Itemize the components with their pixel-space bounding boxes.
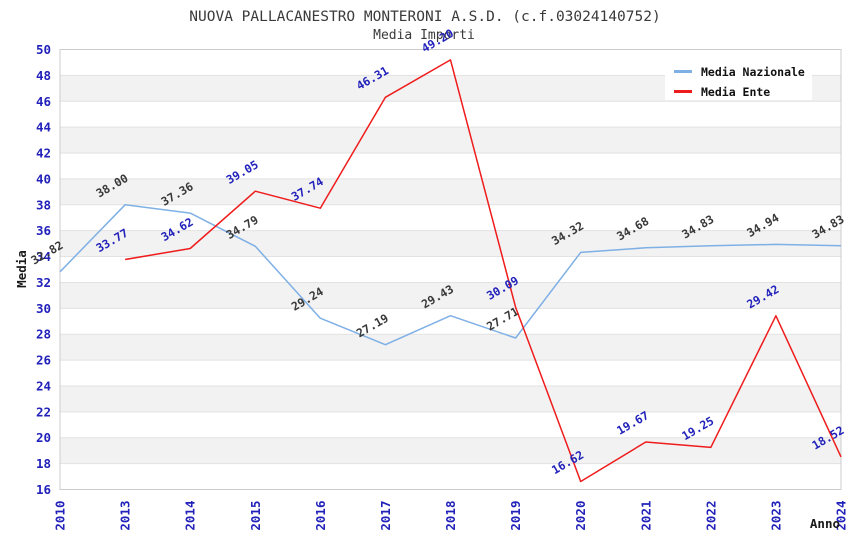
x-tick-label: 2019 [508,501,523,531]
x-tick-label: 2020 [573,501,588,531]
background-band [60,334,841,361]
x-tick-label: 2016 [313,501,328,531]
x-tick-label: 2010 [53,501,68,531]
y-tick-label: 50 [36,42,51,57]
y-tick-label: 30 [36,301,51,316]
x-tick-label: 2023 [768,501,783,531]
background-band [60,282,841,309]
background-band [60,127,841,154]
y-tick-label: 20 [36,430,51,445]
background-band [60,230,841,257]
y-tick-label: 32 [36,275,51,290]
y-tick-label: 48 [36,68,51,83]
y-tick-label: 36 [36,223,51,238]
x-tick-label: 2013 [118,501,133,531]
point-label-media-ente: 19.67 [614,408,651,437]
background-band [60,385,841,412]
plot-border [59,49,842,490]
x-tick-label: 2015 [248,501,263,531]
y-axis-title: Media [14,250,29,288]
legend-label-media-ente: Media Ente [701,85,770,99]
y-tick-label: 40 [36,171,51,186]
series-line-media-nazionale [59,204,842,346]
background-band [60,178,841,205]
y-tick-label: 16 [36,482,51,497]
y-tick-label: 18 [36,456,51,471]
x-tick-label: 2017 [378,501,393,531]
x-tick-label: 2014 [183,501,198,531]
y-tick-label: 38 [36,197,51,212]
y-tick-label: 24 [36,378,51,393]
y-tick-label: 46 [36,94,51,109]
y-tick-label: 44 [36,120,51,135]
x-axis-title: Anno [810,516,840,531]
y-tick-label: 34 [36,249,51,264]
legend-label-media-nazionale: Media Nazionale [701,65,805,79]
y-tick-label: 28 [36,327,51,342]
chart-subtitle: Media Importi [373,28,475,43]
y-tick-label: 22 [36,404,51,419]
y-tick-label: 42 [36,146,51,161]
background-band [60,437,841,464]
plot-area: 1618202224262830323436384042444648502010… [29,26,849,531]
y-tick-label: 26 [36,353,51,368]
chart-title: NUOVA PALLACANESTRO MONTERONI A.S.D. (c.… [189,9,660,25]
series-line-media-ente [124,59,842,483]
chart-legend: Media Nazionale Media Ente [665,51,812,100]
x-tick-label: 2021 [638,501,653,531]
x-tick-label: 2018 [443,501,458,531]
x-tick-label: 2022 [703,501,718,531]
x-tick-label: 2024 [834,501,849,531]
